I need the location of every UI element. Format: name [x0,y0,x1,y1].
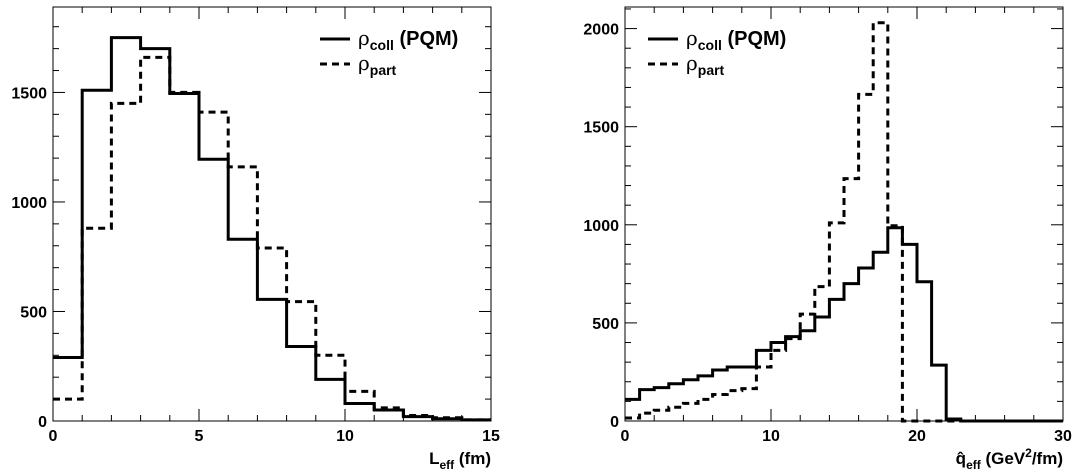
histogram-bin [257,248,286,421]
histogram-bin [199,112,228,421]
y-tick-label: 0 [38,414,47,431]
histogram-bin [316,355,345,421]
histogram-bin [859,94,874,421]
histogram-step-line [625,226,1063,423]
y-tick-label: 1000 [11,195,47,212]
legend-subscript: coll [698,37,722,53]
x-tick-label: 30 [1054,428,1072,445]
y-tick-label: 500 [20,304,47,321]
histogram-bin [228,167,257,421]
histogram-bin [815,287,830,421]
histogram-bin [669,407,684,421]
histogram-bin [82,228,111,421]
histogram-bin [287,302,316,421]
legend-entry-label: ρpart [686,51,725,78]
legend-greek-rho: ρ [686,51,698,75]
x-axis-title-unit: (GeV [981,449,1026,468]
plot-frame [624,6,1064,422]
x-axis-title-unit-tail: /fm) [1032,449,1063,468]
x-tick-label: 10 [336,428,354,445]
y-tick-label: 1500 [11,85,47,102]
histogram-bin [771,350,786,421]
histogram-step-line [53,55,491,422]
histogram-bin [888,226,903,421]
histogram-bin [111,103,140,421]
histogram-bin [403,416,432,421]
legend-entry-label: ρpart [358,51,397,78]
histogram-step-line [53,36,491,422]
y-tick-label: 1500 [583,120,619,137]
legend-suffix: (PQM) [394,28,458,50]
y-tick-label: 0 [610,414,619,431]
histogram-bin [932,365,947,421]
histogram-bin [640,413,655,421]
x-axis-title-main: L [429,449,439,468]
histogram-bin [917,282,932,421]
histogram-bin [374,408,403,421]
histogram-bin [727,391,742,421]
x-tick-label: 15 [482,428,500,445]
histogram-bin [683,403,698,421]
series-rho-coll [625,226,1063,423]
histogram-bin [141,57,170,421]
histogram-bin [742,389,757,421]
histogram-bin [786,339,801,421]
x-tick-label: 0 [49,428,58,445]
histogram-bin [829,223,844,421]
x-tick-label: 10 [762,428,780,445]
histogram-bin [873,23,888,421]
legend: ρcoll (PQM)ρpart [648,26,786,78]
series-rho-coll [53,36,491,422]
legend-subscript: part [370,62,397,78]
x-tick-label: 20 [908,428,926,445]
histogram-bin [756,367,771,421]
x-tick-label: 0 [621,428,630,445]
histogram-bin [902,244,917,421]
legend-subscript: part [698,62,725,78]
x-axis-title-unit: (fm) [454,449,491,468]
y-tick-label: 500 [592,316,619,333]
histogram-bin [800,314,815,421]
x-tick-label: 5 [195,428,204,445]
histogram-step-line [625,21,1063,423]
histogram-bin [698,399,713,421]
plot-frame [52,6,492,422]
y-tick-label: 1000 [583,218,619,235]
x-axis-title-subscript: eff [440,458,456,472]
legend-greek-rho: ρ [358,51,370,75]
x-axis-title-subscript: eff [966,458,982,472]
legend-entry-label: ρcoll (PQM) [686,26,786,53]
x-axis-title-main: q̂ [956,449,966,468]
histogram-bin [170,92,199,421]
histogram-bin [713,395,728,421]
legend-entry-label: ρcoll (PQM) [358,26,458,53]
right-panel-qhat-eff-histogram: 0 10 20 30 0 500 1000 1500 2000 q̂eff (GeV2/fm) ρc… [583,6,1072,472]
legend-suffix: (PQM) [722,28,786,50]
histogram-bin [345,391,374,421]
series-rho-part [625,21,1063,423]
x-axis-title: Leff (fm) [429,449,491,472]
series-rho-part [53,55,491,422]
legend: ρcoll (PQM)ρpart [320,26,458,78]
x-axis-title-superscript: 2 [1025,446,1032,460]
x-axis-title: q̂eff (GeV2/fm) [956,446,1063,472]
histogram-bin [53,399,82,421]
legend-greek-rho: ρ [686,26,698,50]
y-tick-label: 2000 [583,22,619,39]
histogram-bin [844,179,859,421]
histogram-bin [654,410,669,421]
legend-greek-rho: ρ [358,26,370,50]
legend-subscript: coll [370,37,394,53]
